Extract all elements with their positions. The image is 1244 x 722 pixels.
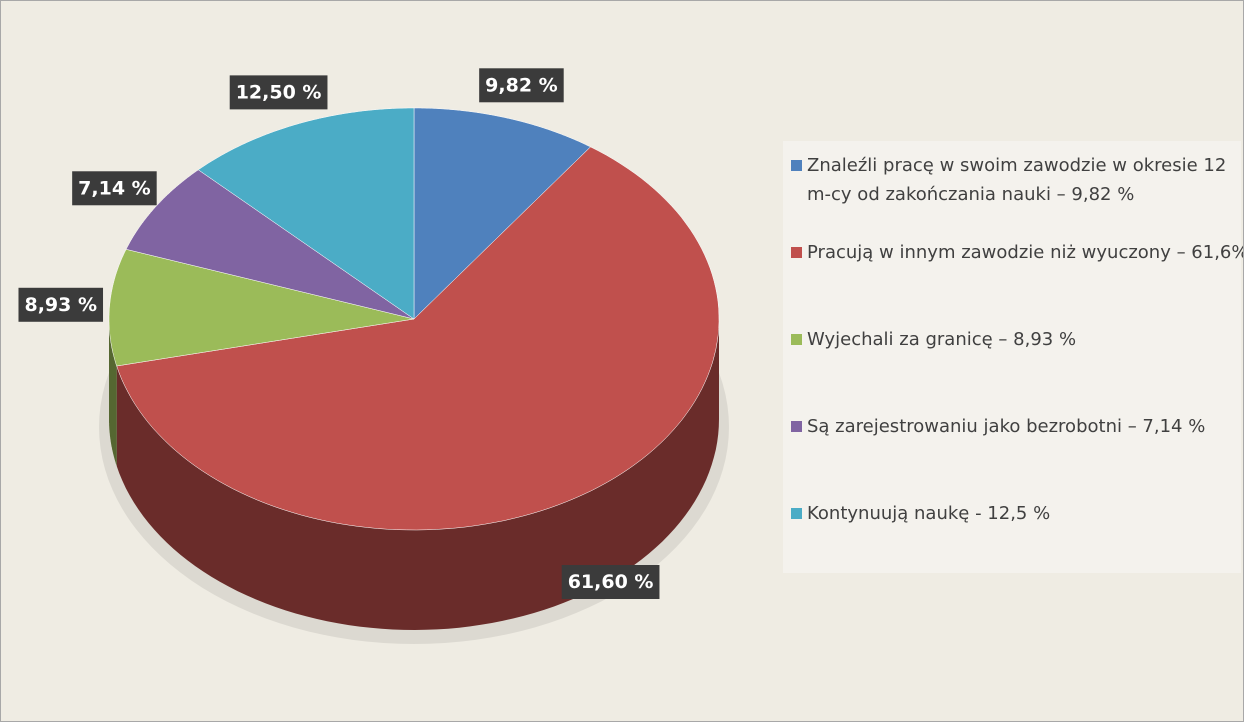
data-label-box xyxy=(229,75,328,110)
legend-text: Pracują w innym zawodzie niż wyuczony – … xyxy=(807,242,1244,263)
data-label-text: 8,93 % xyxy=(24,294,97,316)
legend-text: Kontynuują naukę - 12,5 % xyxy=(807,503,1051,524)
legend-swatch xyxy=(791,160,802,171)
legend-text: Wyjechali za granicę – 8,93 % xyxy=(807,329,1077,350)
data-label-text: 12,50 % xyxy=(236,81,322,103)
legend-item: Są zarejestrowaniu jako bezrobotni – 7,1… xyxy=(791,412,1243,441)
legend-swatch xyxy=(791,508,802,519)
slice xyxy=(125,169,415,320)
slice xyxy=(116,146,720,531)
data-label-box xyxy=(561,565,660,600)
data-label: 8,93 % xyxy=(18,287,104,322)
data-label-text: 7,14 % xyxy=(78,177,151,199)
data-label: 61,60 % xyxy=(561,565,660,600)
legend-text: Znaleźli pracę w swoim zawodzie w okresi… xyxy=(807,155,1227,205)
data-label: 12,50 % xyxy=(229,75,328,110)
legend-item: Znaleźli pracę w swoim zawodzie w okresi… xyxy=(791,151,1243,209)
legend: Znaleźli pracę w swoim zawodzie w okresi… xyxy=(783,141,1244,573)
slice xyxy=(197,107,415,320)
legend-item: Wyjechali za granicę – 8,93 % xyxy=(791,325,1243,354)
slice-side xyxy=(109,319,117,466)
legend-text: Są zarejestrowaniu jako bezrobotni – 7,1… xyxy=(807,416,1206,437)
data-label: 7,14 % xyxy=(72,171,157,206)
slice xyxy=(108,249,415,367)
legend-swatch xyxy=(791,421,802,432)
legend-swatch xyxy=(791,247,802,258)
data-label-box xyxy=(72,171,157,206)
slice xyxy=(413,107,591,320)
legend-item: Pracują w innym zawodzie niż wyuczony – … xyxy=(791,238,1244,267)
legend-swatch xyxy=(791,334,802,345)
data-label: 9,82 % xyxy=(479,68,564,103)
data-label-text: 61,60 % xyxy=(568,571,654,593)
legend-item: Kontynuują naukę - 12,5 % xyxy=(791,499,1243,528)
data-label-box xyxy=(479,68,564,103)
data-label-text: 9,82 % xyxy=(485,74,558,96)
slice-side xyxy=(116,319,719,630)
data-label-box xyxy=(18,287,104,322)
